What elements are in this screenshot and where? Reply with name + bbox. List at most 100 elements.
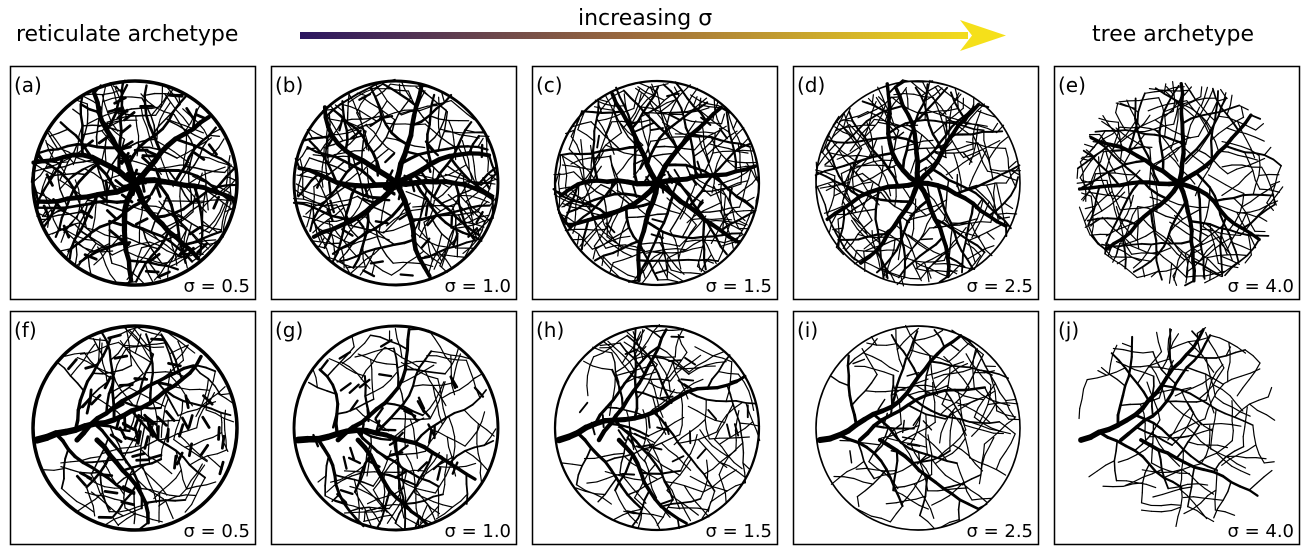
network-edge [614,133,622,139]
network-edge [1211,131,1212,141]
network-edge [655,96,664,100]
network-edge [113,370,123,372]
network-edge [594,238,600,246]
network-edge [438,216,445,223]
network-edge [412,209,422,210]
network-edge [935,121,945,123]
network-edge [151,223,154,232]
network-edge [648,132,650,142]
network-edge [1125,259,1126,269]
network-edge [1220,167,1228,173]
network-edge [1128,169,1136,175]
network-edge [825,169,835,171]
network-edge [362,171,370,178]
network-edge [605,104,615,106]
network-edge [685,240,695,241]
network-edge [432,95,435,105]
network-edge [1097,198,1104,205]
network-edge [675,240,678,250]
network-edge [105,487,115,489]
network-edge [1208,259,1215,266]
network-edge [1250,210,1260,213]
network-edge [580,158,590,160]
network-edge [966,142,976,144]
network-edge [1251,216,1258,223]
network-edge [310,193,320,196]
network-edge [720,160,727,167]
network-edge [1235,117,1244,122]
network-edge [606,246,616,249]
network-edge [377,164,378,176]
network-edge [710,211,720,212]
network-edge [591,230,597,238]
sigma-label: σ = 1.5 [705,276,772,297]
network [33,325,237,530]
network-edge [623,252,632,256]
network-edge [624,94,625,104]
network [553,81,759,285]
network-edge [77,361,84,368]
network-edge [880,249,881,259]
network-edge [1098,242,1105,249]
network-edge [1228,152,1237,155]
network-edge [623,257,632,260]
network-edge [1209,89,1213,98]
network-edge [92,389,99,396]
network-edge [997,184,999,194]
network-edge [1116,103,1118,113]
network-edge [1120,122,1125,131]
network-edge [1259,174,1269,175]
network-edge [1189,206,1199,208]
network-edge [442,234,450,240]
network-edge [583,170,584,180]
network-edge [728,162,736,168]
network-edge [386,138,396,140]
network-edge [107,205,116,208]
network-edge [400,94,408,99]
panel: (a)σ = 0.5 [11,67,256,300]
network-edge [825,172,834,176]
network-edge [1145,129,1155,131]
network-edge [1128,186,1129,196]
network-edge [407,152,419,155]
network-edge [946,126,947,136]
network-edge [441,199,450,203]
network-edge [430,105,431,115]
network-edge [994,183,996,193]
network-edge [1126,246,1131,254]
network-edge [375,247,385,249]
network-edge [921,271,927,279]
network-edge [986,147,996,148]
network-edge [703,207,712,211]
network-edge [74,162,84,163]
network-edge [1239,105,1248,109]
network-edge [1273,159,1281,165]
network-edge [221,222,222,232]
network-edge [383,271,392,275]
network-edge [962,262,963,272]
panel: (e)σ = 4.0 [1055,67,1300,300]
network-edge [381,149,389,155]
network-edge [901,276,911,278]
network-edge [1176,119,1178,129]
network-edge [977,111,986,114]
network-edge [721,243,731,246]
network-edge [206,482,216,485]
network-edge [186,233,189,243]
network-edge [1120,127,1130,128]
network-edge [194,156,199,165]
network-edge [130,271,132,281]
network-edge [831,224,835,233]
network-edge [153,520,163,522]
network-edge [170,165,180,167]
network-edge [572,166,582,168]
network-edge [635,154,636,164]
network-edge [1150,197,1160,200]
network-edge [102,430,108,438]
network-edge [877,138,887,139]
network-edge [927,103,934,110]
network-edge [310,141,317,148]
network-edge [146,271,158,272]
network-edge [1179,90,1189,91]
network-edge [1171,263,1172,273]
